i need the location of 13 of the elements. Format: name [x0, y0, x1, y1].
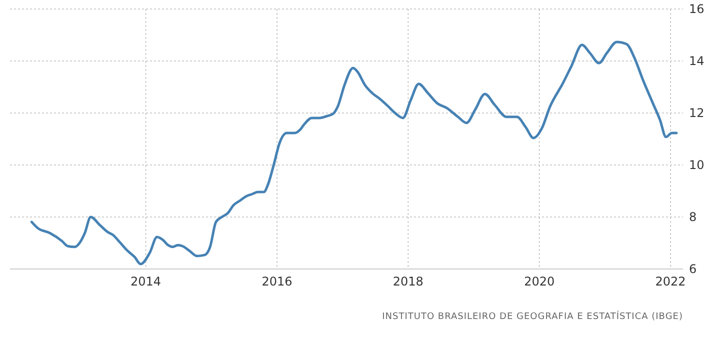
y-tick-label: 6 [689, 262, 697, 276]
y-tick-label: 12 [689, 106, 704, 120]
x-tick-label: 2018 [392, 274, 424, 289]
x-tick-label: 2020 [524, 274, 555, 289]
x-tick-label: 2014 [130, 274, 162, 289]
y-tick-label: 10 [689, 158, 704, 172]
y-tick-label: 14 [689, 54, 704, 68]
text: INSTITUTO BRASILEIRO DE GEOGRAFIA E ESTATÍSTICA (IBGE) [382, 310, 683, 322]
y-tick-label: 16 [689, 2, 704, 16]
x-tick-label: 2022 [655, 274, 686, 289]
line-series [30, 40, 678, 266]
y-tick-label: 8 [689, 210, 697, 224]
x-tick-label: 2016 [262, 274, 292, 289]
